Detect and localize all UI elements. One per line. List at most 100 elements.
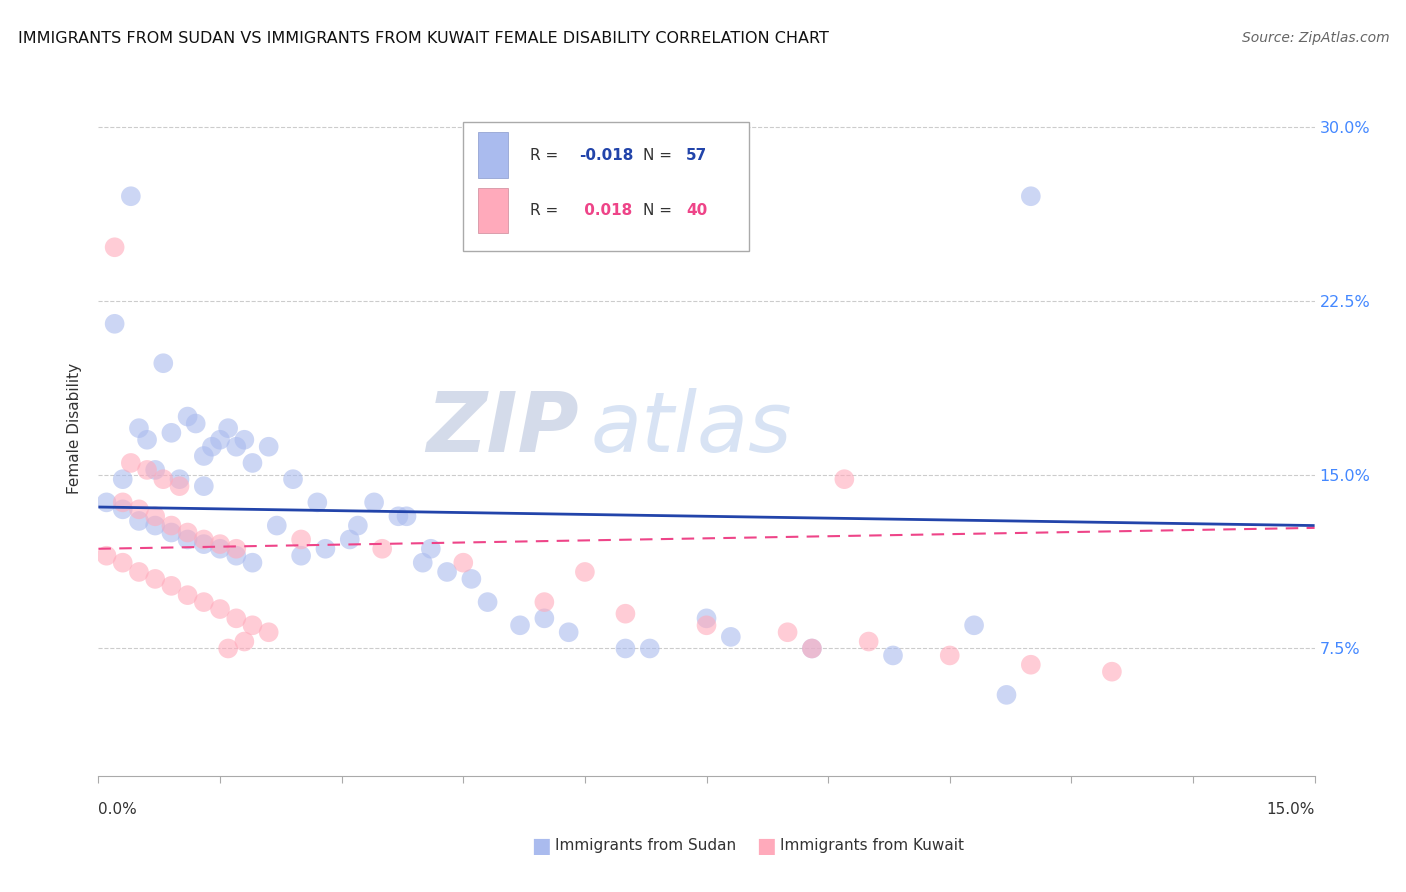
- Point: [290, 533, 312, 547]
- Point: [217, 641, 239, 656]
- Point: [201, 440, 224, 454]
- Y-axis label: Female Disability: Female Disability: [67, 362, 83, 494]
- Point: [193, 537, 215, 551]
- Text: Immigrants from Kuwait: Immigrants from Kuwait: [780, 838, 965, 853]
- Text: ■: ■: [531, 836, 551, 855]
- Point: [800, 641, 823, 656]
- Point: [776, 625, 799, 640]
- Point: [169, 479, 191, 493]
- Text: IMMIGRANTS FROM SUDAN VS IMMIGRANTS FROM KUWAIT FEMALE DISABILITY CORRELATION CH: IMMIGRANTS FROM SUDAN VS IMMIGRANTS FROM…: [18, 31, 830, 46]
- Text: 40: 40: [686, 202, 707, 218]
- Point: [128, 514, 150, 528]
- Point: [96, 495, 118, 509]
- Point: [858, 634, 880, 648]
- Point: [574, 565, 596, 579]
- Point: [339, 533, 361, 547]
- Text: N =: N =: [644, 202, 672, 218]
- Point: [242, 556, 264, 570]
- Point: [939, 648, 962, 663]
- Point: [143, 509, 166, 524]
- Point: [614, 607, 637, 621]
- Point: [696, 618, 718, 632]
- Text: ZIP: ZIP: [426, 388, 579, 468]
- Point: [266, 518, 288, 533]
- Point: [882, 648, 904, 663]
- Point: [696, 611, 718, 625]
- Point: [209, 433, 232, 447]
- Point: [169, 472, 191, 486]
- Point: [143, 518, 166, 533]
- Point: [104, 240, 127, 254]
- Point: [307, 495, 329, 509]
- Text: 57: 57: [686, 148, 707, 163]
- Point: [314, 541, 336, 556]
- Point: [160, 579, 183, 593]
- Text: N =: N =: [644, 148, 672, 163]
- Point: [160, 525, 183, 540]
- Point: [111, 495, 134, 509]
- Point: [176, 525, 198, 540]
- Text: ■: ■: [756, 836, 776, 855]
- Point: [477, 595, 499, 609]
- Point: [152, 356, 174, 370]
- Text: -0.018: -0.018: [579, 148, 633, 163]
- Point: [160, 425, 183, 440]
- Text: atlas: atlas: [591, 388, 793, 468]
- Point: [209, 541, 232, 556]
- Point: [419, 541, 441, 556]
- Point: [1101, 665, 1123, 679]
- Point: [193, 479, 215, 493]
- Point: [120, 456, 142, 470]
- Point: [614, 641, 637, 656]
- Point: [176, 533, 198, 547]
- Point: [128, 565, 150, 579]
- Point: [193, 533, 215, 547]
- Point: [242, 456, 264, 470]
- Point: [1019, 657, 1042, 672]
- Point: [143, 463, 166, 477]
- Point: [96, 549, 118, 563]
- Text: 15.0%: 15.0%: [1267, 803, 1315, 817]
- Point: [111, 472, 134, 486]
- Point: [176, 588, 198, 602]
- Point: [1019, 189, 1042, 203]
- FancyBboxPatch shape: [478, 188, 509, 234]
- Point: [128, 421, 150, 435]
- Point: [509, 618, 531, 632]
- Point: [371, 541, 394, 556]
- Point: [533, 595, 555, 609]
- Point: [533, 611, 555, 625]
- Point: [638, 641, 661, 656]
- Point: [363, 495, 385, 509]
- Text: R =: R =: [530, 148, 558, 163]
- Point: [152, 472, 174, 486]
- Point: [281, 472, 304, 486]
- Point: [290, 549, 312, 563]
- Point: [217, 421, 239, 435]
- Point: [233, 634, 256, 648]
- Point: [460, 572, 482, 586]
- Point: [963, 618, 986, 632]
- Point: [242, 618, 264, 632]
- Point: [136, 433, 159, 447]
- FancyBboxPatch shape: [478, 132, 509, 178]
- Point: [225, 541, 247, 556]
- Point: [111, 556, 134, 570]
- Point: [834, 472, 856, 486]
- Point: [136, 463, 159, 477]
- Point: [453, 556, 475, 570]
- Point: [225, 611, 247, 625]
- Point: [387, 509, 409, 524]
- Point: [209, 602, 232, 616]
- Point: [800, 641, 823, 656]
- Text: Immigrants from Sudan: Immigrants from Sudan: [555, 838, 737, 853]
- Point: [436, 565, 458, 579]
- Text: R =: R =: [530, 202, 558, 218]
- Point: [193, 449, 215, 463]
- Text: 0.018: 0.018: [579, 202, 633, 218]
- Point: [184, 417, 207, 431]
- Point: [160, 518, 183, 533]
- Point: [720, 630, 742, 644]
- Point: [412, 556, 434, 570]
- Point: [111, 502, 134, 516]
